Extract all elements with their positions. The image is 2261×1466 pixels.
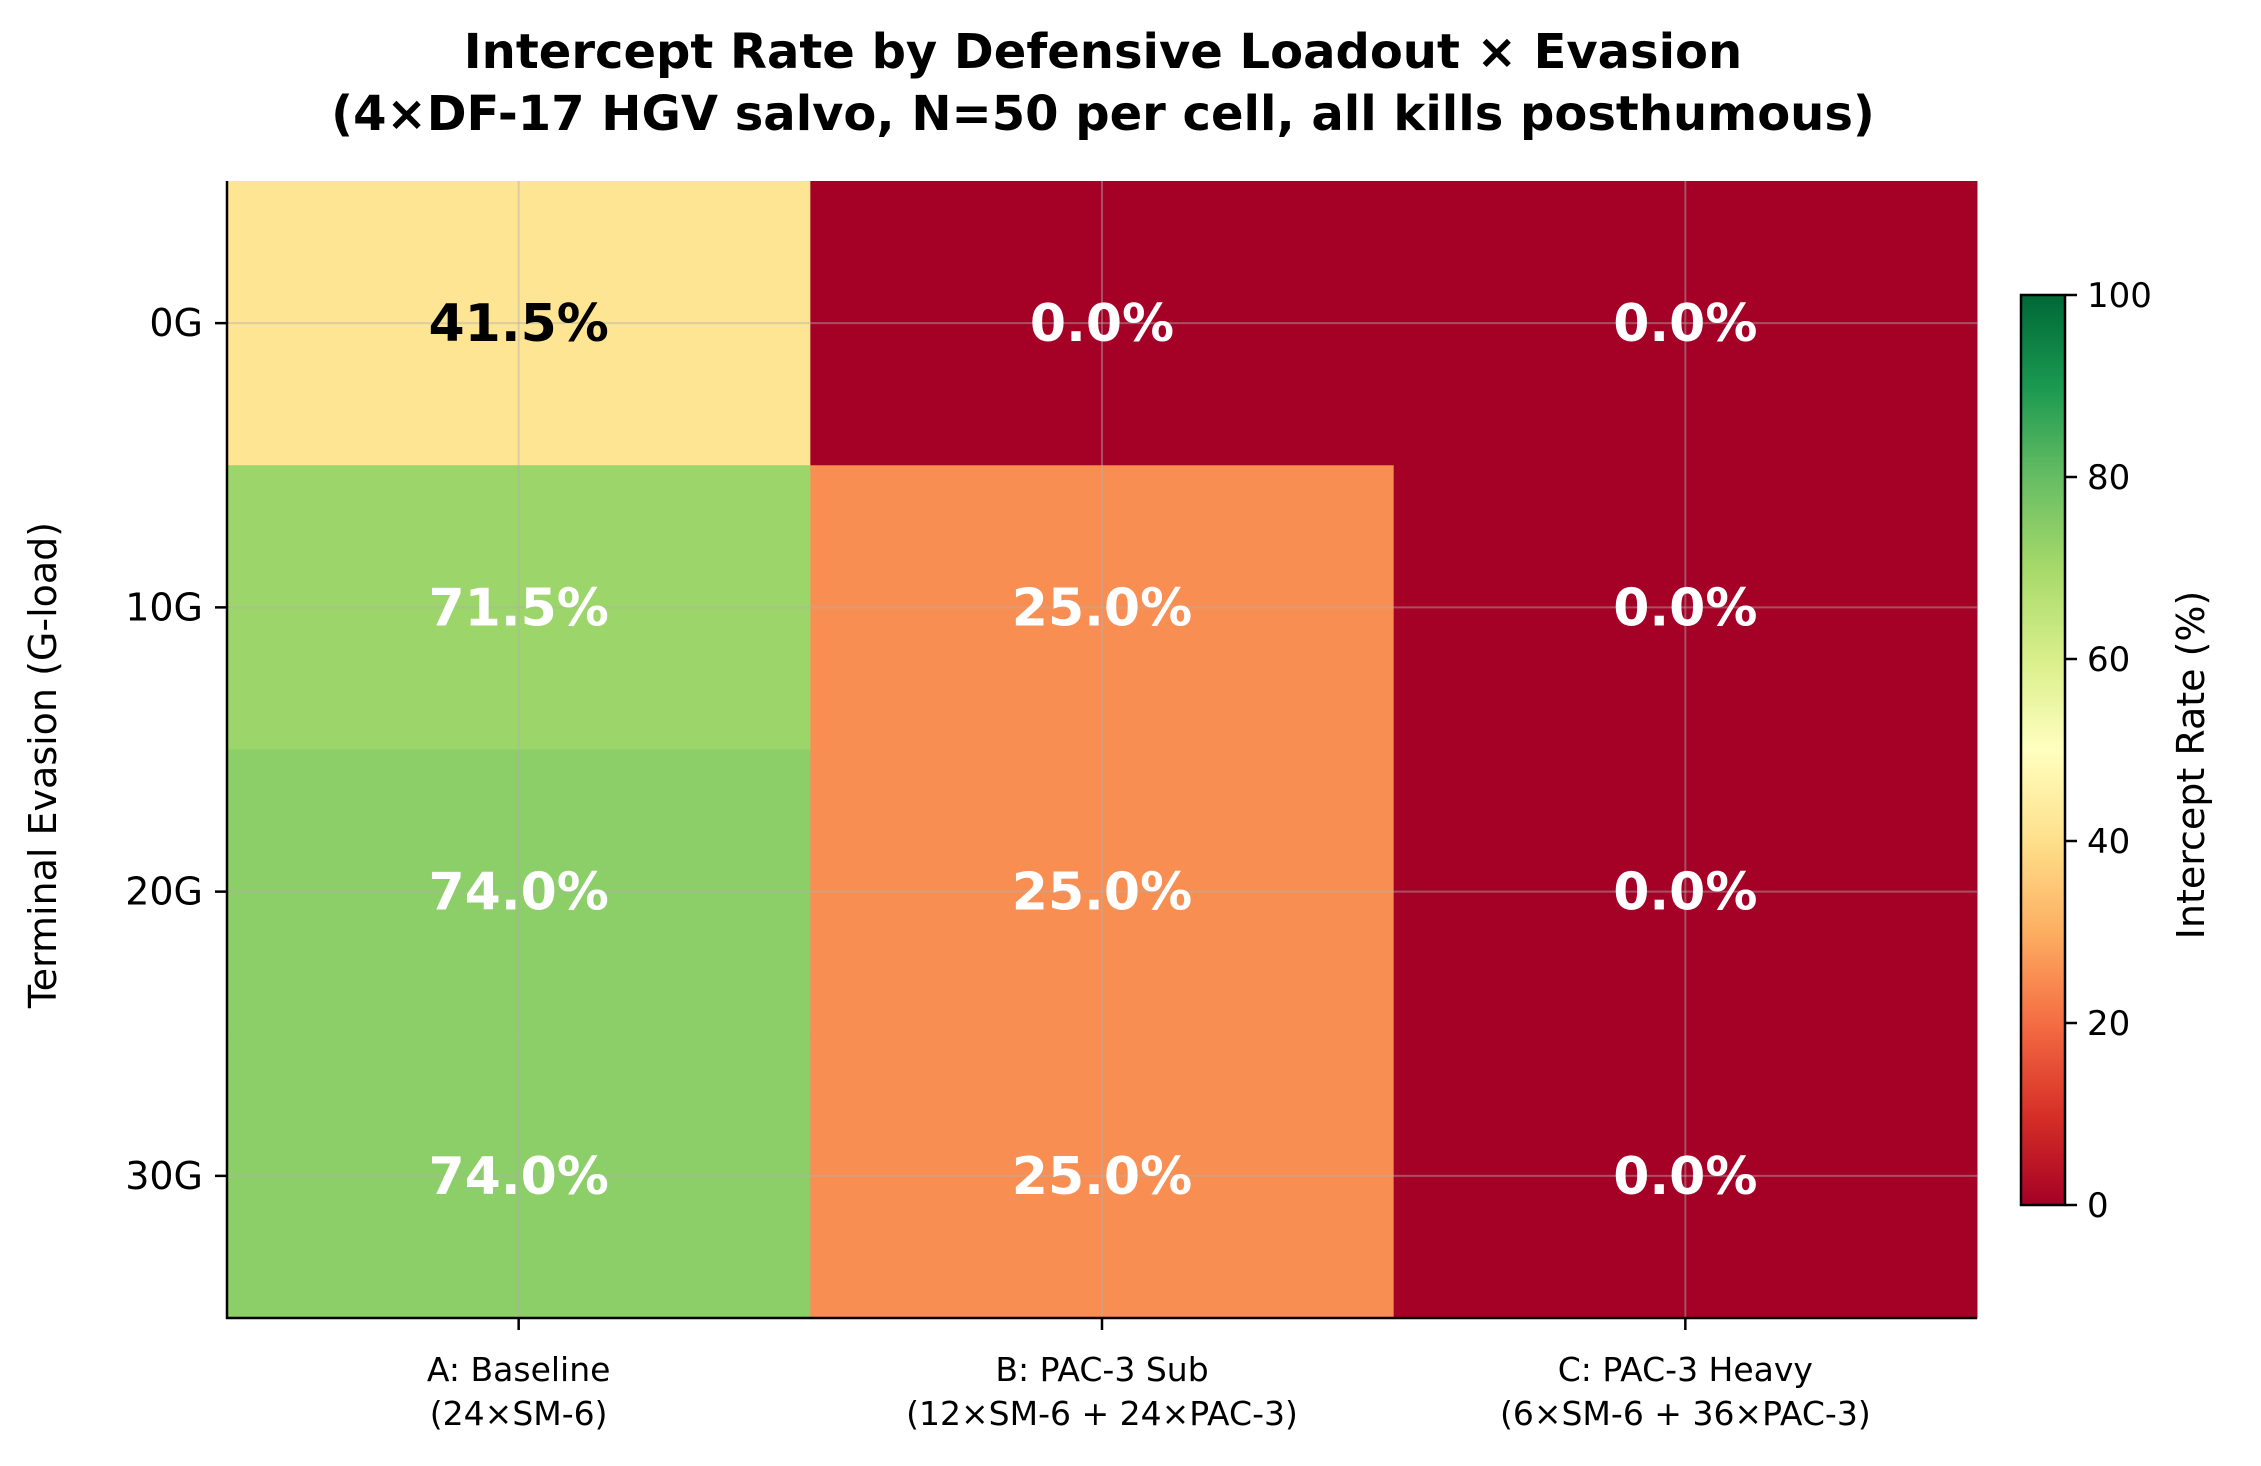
x-tick-label: (6×SM-6 + 36×PAC-3) xyxy=(1500,1394,1871,1433)
heatmap-cell xyxy=(1393,181,1978,466)
heatmap-cell xyxy=(810,749,1395,1035)
heatmap-cell xyxy=(810,465,1395,750)
y-tick-label: 10G xyxy=(125,585,203,629)
cell-labels: 41.5% 0.0% 0.0% 71.5% 25.0% 0.0% 74.0% 25.0% 0.0… xyxy=(428,294,1757,1207)
heatmap-cells xyxy=(227,181,1978,1319)
colorbar: 0 20 40 60 80 100 xyxy=(2019,276,2152,1226)
heatmap-cell xyxy=(227,749,811,1035)
chart-title-line-1: Intercept Rate by Defensive Loadout × Ev… xyxy=(464,24,1742,80)
cell-value-label: 41.5% xyxy=(428,294,608,354)
colorbar-tick-label: 80 xyxy=(2087,458,2130,498)
cell-value-label: 25.0% xyxy=(1012,578,1192,638)
cell-value-label: 25.0% xyxy=(1012,863,1192,923)
heatmap-cell xyxy=(810,181,1395,466)
colorbar-gradient xyxy=(2019,293,2067,1207)
chart-title-line-2: (4×DF-17 HGV salvo, N=50 per cell, all k… xyxy=(331,86,1875,142)
cell-value-label: 0.0% xyxy=(1613,294,1757,354)
cell-value-label: 0.0% xyxy=(1613,863,1757,923)
colorbar-tick-label: 0 xyxy=(2087,1186,2109,1226)
cell-value-label: 0.0% xyxy=(1613,1147,1757,1207)
cell-value-label: 0.0% xyxy=(1030,294,1174,354)
axis-ticks: 0G 10G 20G 30G A: Baseline (24×SM-6) B: PAC-3 … xyxy=(125,301,1871,1433)
y-tick-label: 0G xyxy=(149,301,203,345)
colorbar-tick-label: 20 xyxy=(2087,1004,2130,1044)
x-tick-label: B: PAC-3 Sub xyxy=(995,1350,1208,1389)
grid-lines xyxy=(227,181,1977,1318)
heatmap-cell xyxy=(1393,1033,1978,1319)
cell-value-label: 25.0% xyxy=(1012,1147,1192,1207)
cell-value-label: 0.0% xyxy=(1613,578,1757,638)
heatmap-cell xyxy=(227,465,811,750)
x-tick-label: A: Baseline xyxy=(427,1350,611,1389)
heatmap-cell xyxy=(810,1033,1395,1319)
colorbar-label: Intercept Rate (%) xyxy=(2169,591,2213,940)
heatmap-cell xyxy=(227,181,811,466)
heatmap-cell xyxy=(227,1033,811,1319)
colorbar-tick-label: 100 xyxy=(2087,276,2152,316)
heatmap-cell xyxy=(1393,749,1978,1035)
cell-value-label: 74.0% xyxy=(428,1147,608,1207)
cell-value-label: 71.5% xyxy=(428,578,608,638)
heatmap-cell xyxy=(1393,465,1978,750)
x-tick-label: (24×SM-6) xyxy=(430,1394,608,1433)
y-tick-label: 30G xyxy=(125,1154,203,1198)
colorbar-tick-label: 40 xyxy=(2087,822,2130,862)
y-tick-label: 20G xyxy=(125,870,203,914)
y-axis-label: Terminal Evasion (G-load) xyxy=(21,522,65,1009)
x-tick-label: (12×SM-6 + 24×PAC-3) xyxy=(906,1394,1298,1433)
colorbar-tick-label: 60 xyxy=(2087,640,2130,680)
x-tick-label: C: PAC-3 Heavy xyxy=(1558,1350,1813,1389)
chart-title: Intercept Rate by Defensive Loadout × Ev… xyxy=(331,24,1875,142)
cell-value-label: 74.0% xyxy=(428,863,608,923)
